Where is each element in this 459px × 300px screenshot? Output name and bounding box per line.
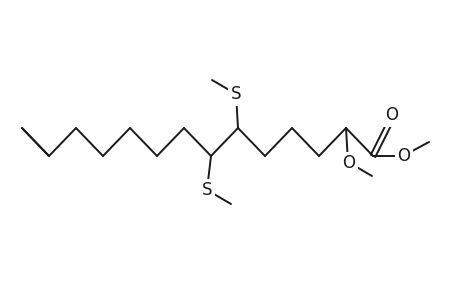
Text: O: O bbox=[397, 147, 409, 165]
Text: O: O bbox=[385, 106, 397, 124]
Text: O: O bbox=[342, 154, 355, 172]
Text: S: S bbox=[230, 85, 241, 103]
Text: S: S bbox=[202, 181, 212, 199]
